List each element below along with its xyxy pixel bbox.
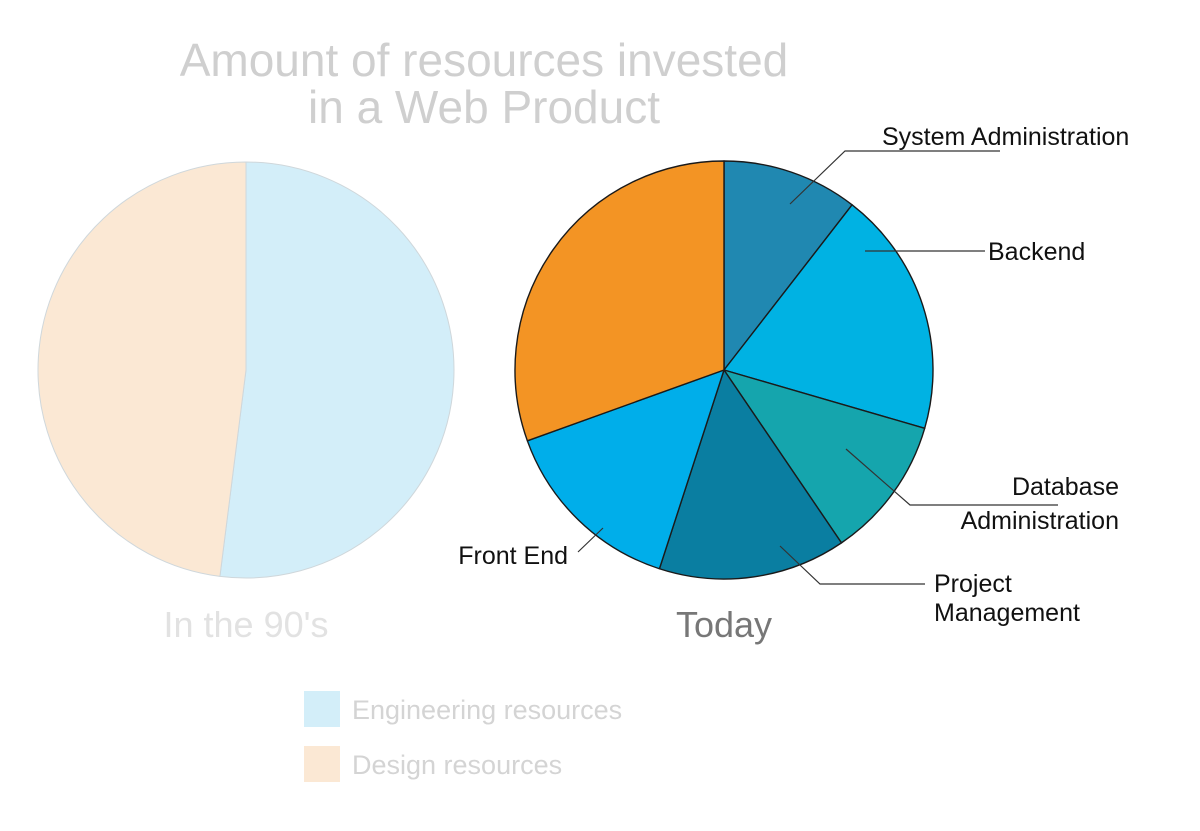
pie-slice-engineering-resources <box>219 161 455 579</box>
legend-label-design: Design resources <box>352 750 562 780</box>
pie-today <box>514 160 934 580</box>
callout-backend: Backend <box>988 238 1085 266</box>
callout-database-line1: Database <box>1012 473 1119 501</box>
callout-database-line2: Administration <box>961 507 1119 535</box>
callout-line-front-end <box>577 527 604 553</box>
pie-slice-design-resources <box>37 161 247 577</box>
pie-slice-database-administration <box>723 369 926 544</box>
callout-project-line2: Management <box>934 599 1080 627</box>
pie-slice-backend <box>723 204 934 430</box>
legend-swatch-design <box>304 746 340 782</box>
pie-slice-system-administration <box>723 160 853 371</box>
pie-slice-project-management <box>658 369 843 580</box>
legend-label-engineering: Engineering resources <box>352 695 622 725</box>
chart-title-line2: in a Web Product <box>308 81 660 133</box>
callout-system-admin: System Administration <box>882 123 1129 151</box>
pie-90s <box>37 161 455 579</box>
caption-today: Today <box>676 604 772 645</box>
callout-line-database <box>845 448 1058 506</box>
caption-90s: In the 90's <box>164 604 329 645</box>
callout-front-end: Front End <box>458 542 568 570</box>
callout-line-project <box>779 545 925 585</box>
legend-swatch-engineering <box>304 691 340 727</box>
pie-slice-front-end <box>526 369 725 570</box>
callout-project-line1: Project <box>934 570 1012 598</box>
pie-slice-slice-5 <box>514 160 725 442</box>
callout-line-system-admin <box>789 150 1000 205</box>
chart-title-line1: Amount of resources invested <box>180 34 789 86</box>
